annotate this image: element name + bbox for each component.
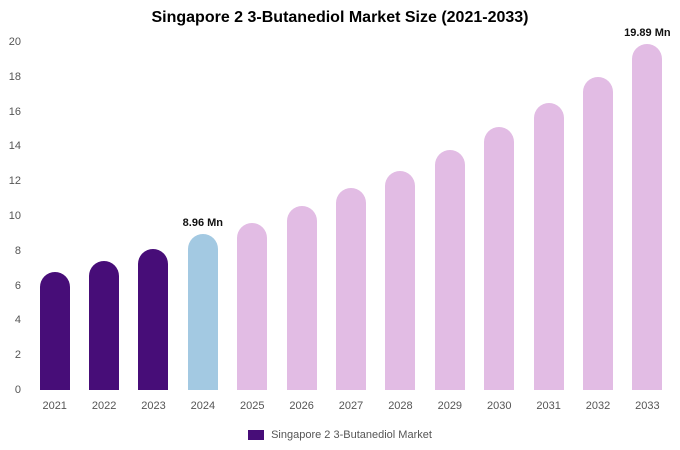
y-tick-label: 18 (8, 70, 21, 83)
bar-slot: 2027 (326, 42, 375, 412)
x-tick-label: 2027 (338, 400, 364, 412)
x-tick-label: 2026 (289, 400, 314, 412)
y-tick-label: 8 (14, 244, 21, 257)
plot-area: 2021 2022 2023 2024 8.96 Mn 2025 2026 2027 2028 2… (30, 27, 672, 412)
x-tick-label: 2030 (486, 400, 512, 412)
y-tick-label: 20 (8, 36, 21, 48)
y-tick-label: 6 (14, 279, 21, 292)
y-tick-label: 10 (8, 210, 21, 222)
bar-slot: 2021 (30, 42, 79, 412)
x-tick-label: 2022 (91, 400, 117, 412)
bar-slot: 2030 (475, 42, 524, 412)
y-tick-label: 4 (14, 314, 21, 327)
bar-slot: 2031 (524, 42, 573, 412)
legend-swatch (248, 430, 265, 440)
bar-2023 (138, 249, 169, 390)
bar-slot: 2022 (79, 42, 128, 412)
x-tick-label: 2029 (437, 400, 463, 412)
y-tick-label: 16 (8, 105, 21, 118)
x-tick-label: 2028 (388, 400, 413, 412)
bar-2031 (533, 102, 564, 390)
bar-slot: 2029 (425, 42, 474, 412)
bar-2033 (632, 43, 663, 390)
y-tick-label: 0 (14, 384, 21, 396)
bar-slot: 2032 (573, 42, 622, 412)
y-tick-label: 14 (8, 140, 21, 153)
bar-2032 (582, 76, 613, 390)
x-tick-label: 2025 (240, 400, 265, 412)
chart-title: Singapore 2 3-Butanediol Market Size (20… (151, 9, 529, 26)
bar-slot: 2023 (129, 42, 178, 412)
x-tick-label: 2023 (141, 400, 166, 412)
bar-slot: 2025 (228, 42, 277, 412)
legend: Singapore 2 3-Butanediol Market (0, 429, 680, 441)
bar-2027 (336, 188, 367, 390)
bar-slot: 2024 8.96 Mn (178, 42, 227, 412)
bar-2021 (39, 271, 70, 390)
bar-series: 2021 2022 2023 2024 8.96 Mn 2025 2026 2027 2028 2… (30, 27, 672, 412)
y-tick-label: 2 (14, 349, 21, 362)
bar-2022 (89, 261, 120, 390)
x-tick-label: 2032 (585, 400, 611, 412)
bar-2025 (237, 222, 268, 390)
bar-slot: 2026 (277, 42, 326, 412)
bar-2028 (385, 170, 416, 390)
legend-label: Singapore 2 3-Butanediol Market (271, 429, 432, 441)
bar-2024 (187, 234, 218, 390)
bar-slot: 2033 19.89 Mn (623, 27, 672, 412)
bar-slot: 2028 (376, 42, 425, 412)
x-tick-label: 2033 (635, 400, 660, 412)
bar-value-label: 19.89 Mn (624, 26, 671, 39)
bar-2026 (286, 205, 317, 390)
bar-2030 (484, 127, 515, 390)
bar-2029 (434, 149, 465, 390)
x-tick-label: 2021 (42, 400, 67, 412)
bar-value-label: 8.96 Mn (182, 217, 224, 230)
y-tick-label: 12 (8, 175, 21, 188)
x-tick-label: 2031 (536, 400, 561, 412)
y-axis: 0 2 4 6 8 10 12 14 16 18 20 (0, 36, 26, 396)
x-tick-label: 2024 (190, 400, 216, 412)
